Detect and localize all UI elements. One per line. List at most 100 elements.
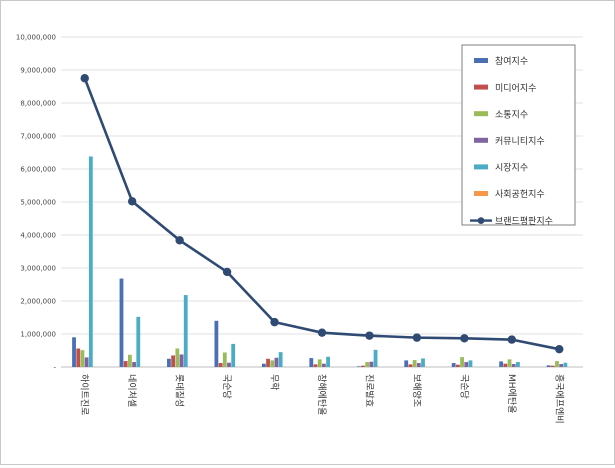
x-axis: 하이트진로 네이처셀 롯데칠성 국순당 무학 창해에탄올 진로발효 보해양조 국순당 MH에탄올 흥… bbox=[79, 374, 566, 424]
bar bbox=[218, 363, 223, 367]
line-point bbox=[175, 236, 184, 245]
bar bbox=[421, 358, 425, 367]
line-point bbox=[365, 331, 374, 340]
bar bbox=[222, 352, 227, 367]
bar bbox=[167, 358, 171, 367]
bar bbox=[412, 360, 417, 367]
bar bbox=[227, 362, 231, 367]
total-line bbox=[80, 74, 564, 354]
bar bbox=[123, 361, 128, 367]
bar bbox=[266, 358, 270, 367]
bar bbox=[72, 337, 76, 367]
bar bbox=[451, 363, 456, 367]
y-tick-label: 9,000,000 bbox=[20, 67, 56, 75]
bar bbox=[274, 357, 279, 367]
category-label: 네이처셀 bbox=[126, 374, 138, 407]
bar bbox=[127, 354, 132, 367]
bars bbox=[72, 156, 568, 367]
legend-label: 커뮤니티지수 bbox=[495, 136, 545, 147]
bar bbox=[464, 362, 469, 367]
bar bbox=[416, 363, 421, 367]
bar bbox=[80, 350, 85, 367]
legend-swatch bbox=[474, 164, 488, 170]
y-tick-label: 8,000,000 bbox=[20, 100, 56, 108]
y-tick-label: 5,000,000 bbox=[20, 199, 56, 207]
bar bbox=[361, 365, 365, 367]
category-label: 하이트진로 bbox=[79, 374, 90, 415]
y-tick-label: 3,000,000 bbox=[20, 265, 56, 273]
legend-label: 미디어지수 bbox=[495, 83, 536, 94]
category-label: 창해에탄올 bbox=[316, 374, 327, 415]
bar bbox=[76, 348, 81, 367]
line-point bbox=[80, 74, 89, 83]
bar bbox=[132, 362, 136, 367]
bar bbox=[373, 349, 378, 367]
bar bbox=[322, 363, 326, 367]
bar bbox=[369, 361, 374, 367]
bar bbox=[499, 361, 504, 367]
legend-label: 브랜드평판지수 bbox=[495, 216, 553, 227]
category-label: 보해양조 bbox=[411, 374, 422, 407]
line-point bbox=[127, 197, 137, 206]
bar bbox=[365, 362, 370, 367]
bar bbox=[455, 364, 460, 367]
line-point bbox=[222, 267, 232, 277]
bar bbox=[503, 363, 508, 367]
line-point bbox=[412, 333, 422, 342]
bar bbox=[511, 364, 516, 367]
legend-swatch bbox=[474, 111, 488, 117]
bar bbox=[468, 360, 473, 367]
bar bbox=[546, 365, 551, 367]
bar bbox=[356, 366, 361, 367]
line-point bbox=[460, 334, 469, 343]
bar bbox=[559, 364, 564, 367]
bar bbox=[550, 365, 555, 367]
bar bbox=[317, 359, 322, 367]
legend-label: 소통지수 bbox=[495, 109, 528, 120]
y-axis: - 1,000,000 2,000,000 3,000,000 4,000,000 5,0… bbox=[16, 34, 57, 372]
bar bbox=[313, 364, 318, 367]
category-label: 무학 bbox=[269, 374, 280, 391]
bar bbox=[261, 363, 266, 367]
bar bbox=[309, 358, 314, 367]
bar bbox=[119, 278, 124, 367]
legend-label: 사회공헌지수 bbox=[495, 189, 545, 200]
legend-swatch bbox=[474, 84, 488, 90]
category-label: 롯데칠성 bbox=[174, 374, 185, 407]
category-label: 진로발효 bbox=[363, 374, 374, 407]
line-point bbox=[317, 328, 327, 337]
legend-label: 시장지수 bbox=[495, 163, 528, 174]
y-tick-label: 4,000,000 bbox=[20, 232, 56, 240]
bar bbox=[408, 364, 413, 367]
bar bbox=[171, 355, 176, 367]
bar bbox=[84, 357, 89, 367]
category-label: 국순당 bbox=[221, 374, 232, 399]
line-point bbox=[507, 335, 517, 344]
bar bbox=[507, 359, 512, 367]
legend-marker bbox=[477, 217, 485, 225]
bar bbox=[175, 348, 180, 367]
bar bbox=[278, 352, 283, 367]
bar bbox=[183, 295, 188, 367]
legend-label: 참여지수 bbox=[495, 55, 528, 67]
bar bbox=[270, 360, 275, 367]
bar bbox=[214, 320, 219, 367]
gridlines bbox=[61, 36, 583, 368]
bar bbox=[555, 361, 559, 367]
line-point bbox=[555, 344, 564, 354]
category-label: 흥국에프엔비 bbox=[553, 374, 565, 424]
bar bbox=[179, 354, 184, 367]
y-tick-label: 2,000,000 bbox=[20, 298, 56, 306]
bar bbox=[231, 343, 236, 367]
bar bbox=[516, 362, 520, 367]
y-tick-label: 10,000,000 bbox=[16, 34, 56, 42]
bar bbox=[136, 316, 141, 367]
y-tick-label: 1,000,000 bbox=[20, 331, 56, 339]
line-point bbox=[270, 317, 279, 327]
legend-swatch bbox=[474, 137, 488, 143]
y-tick-label: - bbox=[53, 364, 56, 372]
bar bbox=[326, 356, 330, 367]
category-label: 국순당 bbox=[458, 374, 469, 399]
